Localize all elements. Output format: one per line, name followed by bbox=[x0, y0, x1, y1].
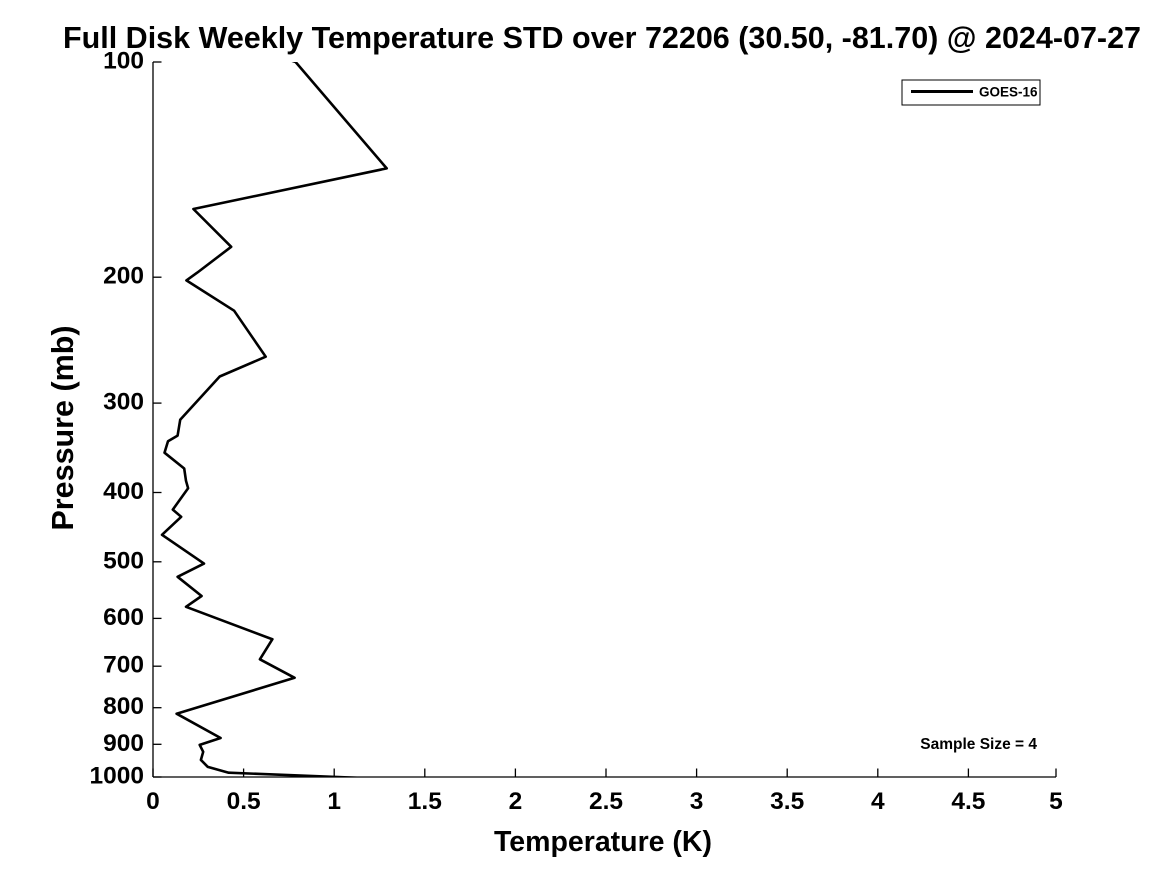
svg-text:700: 700 bbox=[103, 652, 144, 679]
svg-text:Temperature (K): Temperature (K) bbox=[494, 826, 712, 858]
svg-text:600: 600 bbox=[103, 604, 144, 631]
svg-text:GOES-16: GOES-16 bbox=[979, 85, 1038, 100]
svg-text:2: 2 bbox=[509, 788, 523, 815]
svg-text:900: 900 bbox=[103, 730, 144, 757]
svg-text:5: 5 bbox=[1049, 788, 1063, 815]
svg-text:3: 3 bbox=[690, 788, 704, 815]
svg-text:Full Disk Weekly Temperature S: Full Disk Weekly Temperature STD over 72… bbox=[63, 21, 1141, 55]
svg-text:4: 4 bbox=[871, 788, 885, 815]
svg-text:500: 500 bbox=[103, 547, 144, 574]
svg-text:800: 800 bbox=[103, 693, 144, 720]
svg-text:0.5: 0.5 bbox=[227, 788, 261, 815]
svg-text:Sample Size = 4: Sample Size = 4 bbox=[920, 736, 1037, 753]
svg-text:1000: 1000 bbox=[89, 763, 144, 790]
svg-text:300: 300 bbox=[103, 389, 144, 416]
svg-text:100: 100 bbox=[103, 48, 144, 75]
svg-text:3.5: 3.5 bbox=[770, 788, 804, 815]
svg-text:400: 400 bbox=[103, 478, 144, 505]
svg-text:2.5: 2.5 bbox=[589, 788, 623, 815]
svg-text:200: 200 bbox=[103, 263, 144, 290]
svg-text:1.5: 1.5 bbox=[408, 788, 442, 815]
svg-text:4.5: 4.5 bbox=[951, 788, 985, 815]
svg-text:0: 0 bbox=[146, 788, 160, 815]
svg-text:1: 1 bbox=[327, 788, 341, 815]
svg-text:Pressure (mb): Pressure (mb) bbox=[46, 325, 80, 530]
